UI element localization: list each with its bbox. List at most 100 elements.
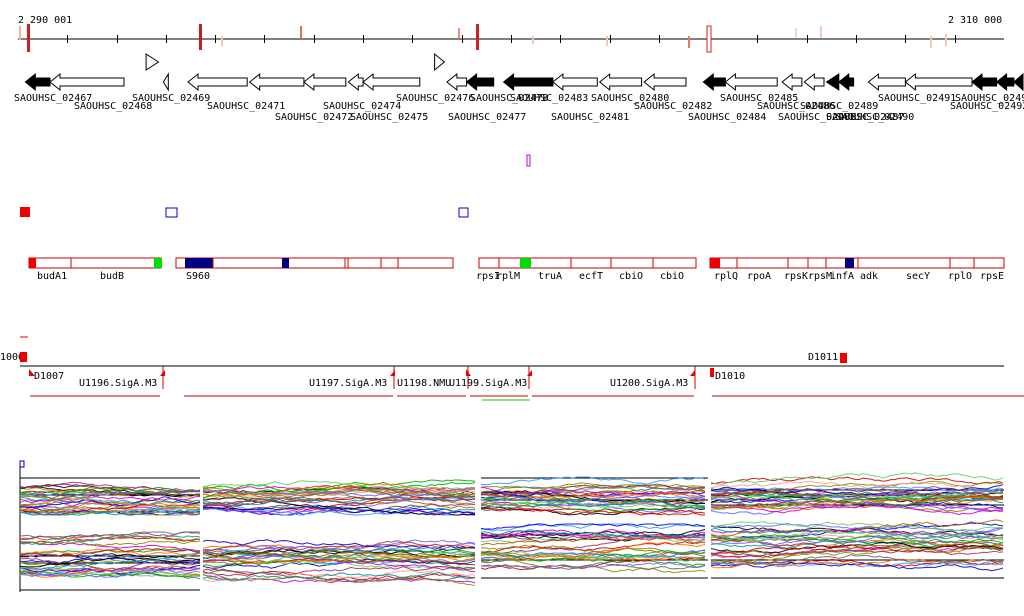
operon-label: rplQ [714,271,738,282]
expression-trace [480,550,706,562]
expression-trace [202,480,476,490]
expression-trace [19,567,201,578]
gene-arrow[interactable] [904,72,973,92]
expression-trace [710,476,1004,485]
expression-trace [710,522,1004,533]
gene-label: SAOUHSC_02469 [132,93,210,104]
expression-trace [19,483,200,493]
gene-label: SAOUHSC_02482 [634,101,712,112]
gene-arrow[interactable] [303,72,347,92]
expression-trace [710,496,1004,509]
tss-marker [690,370,695,376]
gene-arrow[interactable] [803,72,825,92]
operon-label: adk [860,271,878,282]
transcript-label: U1197.SigA.M3 [309,378,387,389]
gene-arrow[interactable] [724,72,778,92]
expression-trace [202,495,476,506]
gene-label: SAOUHSC_02481 [551,112,629,123]
expression-trace [202,558,476,569]
gene-arrow[interactable] [702,72,726,92]
expression-trace [19,507,201,515]
expression-trace [710,558,1004,569]
gene-arrow[interactable] [552,72,598,92]
gene-arrow[interactable] [248,72,305,92]
gene-arrow[interactable] [598,72,643,92]
expression-trace [710,495,1004,510]
gene-arrow[interactable] [971,72,998,92]
gene-arrow[interactable] [995,72,1015,92]
operon-label: ecfT [579,271,603,282]
expression-trace [202,539,476,555]
gene-label: SAOUHSC_02488 [778,112,856,123]
gene-arrow[interactable] [162,72,169,92]
expression-trace [19,557,201,570]
gene-arrow[interactable] [781,72,803,92]
gene-label: SAOUHSC_02468 [74,101,152,112]
ruler-mark [795,28,797,38]
ruler-mark [19,26,21,40]
gene-arrow[interactable] [867,72,906,92]
gene-arrow[interactable] [643,72,687,92]
gene-arrow[interactable] [187,72,248,92]
expression-trace [202,552,476,565]
expression-trace [202,554,476,565]
expression-trace [19,570,201,577]
operon-label: cbiO [660,271,684,282]
operon-accent [282,258,289,268]
gene-track [24,52,1024,92]
tss-marker [29,369,35,376]
ruler-mark [532,36,534,44]
ruler-mark [476,24,479,50]
ruler-mark [606,36,608,46]
gene-arrow[interactable] [825,73,840,91]
expression-trace [480,558,706,574]
expression-trace [481,541,706,558]
gene-arrow[interactable] [24,72,51,92]
gene-arrow[interactable] [465,72,495,92]
promoter-label: D1011 [808,352,838,363]
operon-label: rplO [948,271,972,282]
expression-trace [19,487,201,498]
expression-trace [710,544,1004,556]
operon-label: rpsI [476,271,500,282]
expression-trace [710,472,1004,485]
ruler-mark [945,34,947,46]
gene-label: SAOUHSC_02471 [207,101,285,112]
gene-arrow[interactable] [362,72,421,92]
gene-label: SAOUHSC_02489 [800,101,878,112]
expression-trace [710,549,1004,558]
gene-label: SAOUHSC_02476 [396,93,474,104]
expression-trace [711,537,1004,551]
ruler-ticks [67,35,956,43]
expression-trace [202,569,476,583]
expression-trace [19,489,201,497]
operon-block [175,257,454,269]
ruler-mark [300,26,302,38]
gene-arrow[interactable] [347,72,364,92]
expression-trace [710,554,1004,566]
operon-label: rpsK [784,271,808,282]
gene-arrow[interactable] [502,72,554,92]
expression-trace [202,568,476,581]
gene-arrow[interactable] [145,53,160,71]
expression-trace [19,535,201,542]
operon-track: budA1 budB S960 rpsI rplM truA ecfT cbiO… [28,257,1005,282]
gene-arrow[interactable] [837,72,855,92]
gene-label: SAOUHSC_02467 [14,93,92,104]
gene-arrow[interactable] [446,72,468,92]
gene-arrow[interactable] [1013,72,1024,92]
promoter-label: 1006 [0,352,24,363]
expression-trace [202,553,476,573]
gene-arrow[interactable] [434,52,446,72]
transcript-label: U1199.SigA.M3 [449,378,527,389]
expression-trace [202,542,476,552]
operon-block [28,257,162,269]
operon-label: rpoA [747,271,771,282]
expression-trace [19,508,201,516]
expression-trace [710,530,1004,543]
ruler-mark [458,28,460,38]
gene-arrow[interactable] [49,72,125,92]
promoter-marker [20,352,27,362]
expression-trace [480,523,706,532]
